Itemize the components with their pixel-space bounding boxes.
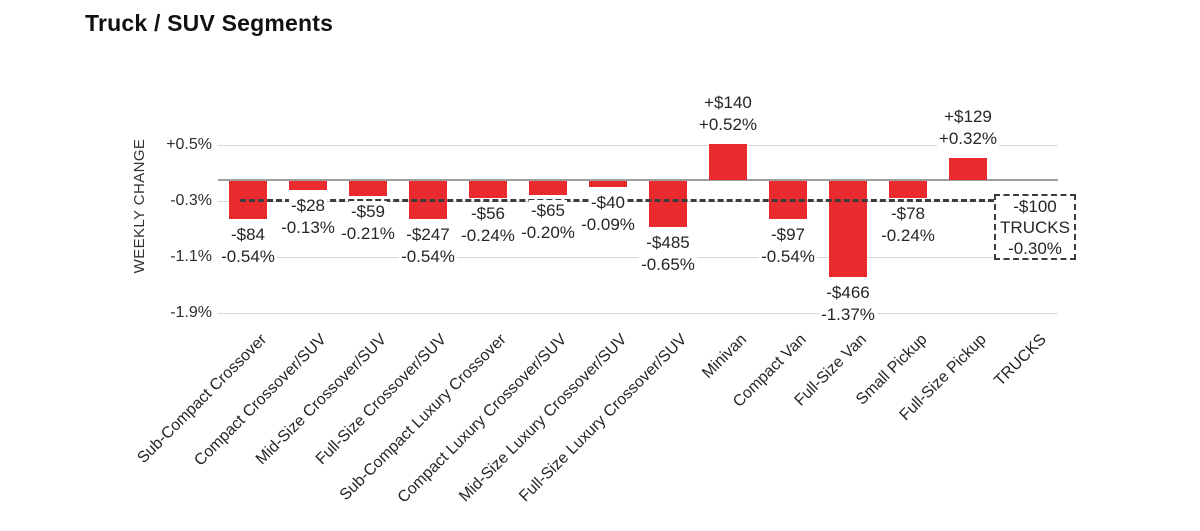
summary-category: TRUCKS [1000, 217, 1070, 237]
bar-label-dollar: -$466 [824, 282, 872, 304]
x-axis-label: TRUCKS [991, 331, 1051, 390]
bar-label-dollar: -$40 [588, 192, 628, 214]
bar-label-percent: -0.65% [639, 254, 697, 276]
bar-label-dollar: -$56 [468, 203, 508, 225]
bar-label-dollar: -$59 [348, 201, 388, 223]
bar-label: -$65 -0.20% [493, 200, 603, 244]
gridline [218, 145, 1058, 146]
bar-label: -$28 -0.13% [253, 195, 363, 239]
bar-label-percent: +0.32% [936, 128, 1000, 150]
bar-label-dollar: +$129 [942, 106, 994, 128]
trucks-summary-box: -$100 TRUCKS -0.30% [994, 194, 1076, 260]
bar-label-percent: +0.52% [696, 114, 760, 136]
bar-full-size-van [829, 181, 867, 277]
bar-label: -$56 -0.24% [433, 203, 543, 247]
bar-small-pickup [889, 181, 927, 198]
bar-label-dollar: -$485 [644, 232, 692, 254]
y-tick-label: -1.9% [170, 304, 212, 321]
chart-title: Truck / SUV Segments [85, 10, 334, 36]
bar-compact-crossover-suv [289, 181, 327, 190]
bar-label: -$485 -0.65% [613, 232, 723, 276]
gridline [218, 313, 1058, 314]
zero-axis-line [218, 179, 1058, 181]
bar-mid-size-crossover-suv [349, 181, 387, 196]
bar-minivan [709, 144, 747, 180]
bar-label: +$140 +0.52% [673, 92, 783, 136]
bar-label-percent: -0.13% [279, 217, 337, 239]
bar-label: -$466 -1.37% [793, 282, 903, 326]
bar-label: -$97 -0.54% [733, 224, 843, 268]
bar-label-percent: -0.54% [759, 246, 817, 268]
bar-label: -$40 -0.09% [553, 192, 663, 236]
bar-label-percent: -0.24% [459, 225, 517, 247]
bar-label: -$59 -0.21% [313, 201, 423, 245]
bar-label: -$247 -0.54% [373, 224, 483, 268]
y-tick-label: -1.1% [170, 248, 212, 265]
bar-label-dollar: -$247 [404, 224, 452, 246]
bar-label-percent: -1.37% [819, 304, 877, 326]
x-axis-label: Minivan [699, 331, 751, 383]
bar-full-size-luxury-crossover-suv [649, 181, 687, 227]
bar-compact-luxury-crossover-suv [529, 181, 567, 195]
bar-mid-size-luxury-crossover-suv [589, 181, 627, 187]
bar-label-percent: -0.54% [219, 246, 277, 268]
bar-label-dollar: -$65 [528, 200, 568, 222]
summary-dollar: -$100 [1013, 196, 1057, 216]
bar-label-percent: -0.24% [879, 225, 937, 247]
bar-label: +$129 +0.32% [913, 106, 1023, 150]
bar-sub-compact-luxury-crossover [469, 181, 507, 198]
bar-label-dollar: -$78 [888, 203, 928, 225]
bar-label-percent: -0.21% [339, 223, 397, 245]
y-tick-label: +0.5% [166, 136, 212, 153]
bar-label-dollar: -$84 [228, 224, 268, 246]
bar-full-size-pickup [949, 158, 987, 180]
bar-label: -$84 -0.54% [193, 224, 303, 268]
bar-label-percent: -0.09% [579, 214, 637, 236]
bar-label-dollar: -$28 [288, 195, 328, 217]
bar-label-dollar: +$140 [702, 92, 754, 114]
bar-label-percent: -0.20% [519, 222, 577, 244]
summary-percent: -0.30% [1008, 238, 1062, 258]
gridline [218, 257, 1058, 258]
bar-label: -$78 -0.24% [853, 203, 963, 247]
bar-label-percent: -0.54% [399, 246, 457, 268]
bar-label-dollar: -$97 [768, 224, 808, 246]
y-tick-label: -0.3% [170, 192, 212, 209]
